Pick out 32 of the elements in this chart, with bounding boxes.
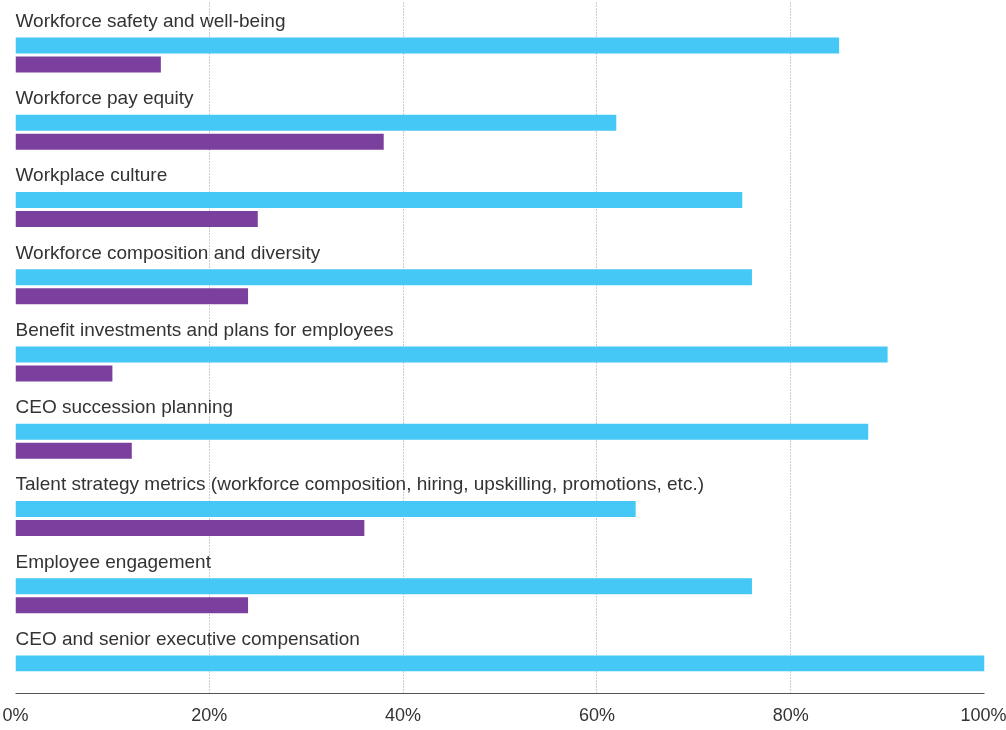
bar xyxy=(15,114,617,131)
bar xyxy=(15,37,840,54)
bar xyxy=(15,597,249,614)
y-tick-label: Workforce composition and diversity xyxy=(15,241,321,263)
bar xyxy=(15,500,636,517)
y-tick-label: CEO succession planning xyxy=(15,396,234,418)
x-tick-label: 20% xyxy=(191,704,228,725)
y-tick-label: Employee engagement xyxy=(15,550,212,572)
x-tick-label: 100% xyxy=(960,704,1006,725)
bar xyxy=(15,346,888,363)
x-tick-label: 0% xyxy=(2,704,29,725)
y-tick-label: Workforce pay equity xyxy=(15,87,195,109)
bar xyxy=(15,288,249,305)
bar xyxy=(15,210,258,227)
bar xyxy=(15,365,113,382)
bar xyxy=(15,442,132,459)
x-tick-label: 80% xyxy=(772,704,809,725)
bar xyxy=(15,519,365,536)
bar xyxy=(15,56,161,73)
y-tick-label: Workforce safety and well-being xyxy=(15,10,286,31)
bar xyxy=(15,423,869,440)
bar xyxy=(15,269,752,286)
x-tick-label: 60% xyxy=(578,704,615,725)
y-tick-label: Benefit investments and plans for employees xyxy=(15,318,394,340)
bar xyxy=(15,133,384,150)
y-tick-label: CEO and senior executive compensation xyxy=(15,627,360,649)
bar xyxy=(15,192,743,208)
bar xyxy=(15,655,985,672)
x-tick-label: 40% xyxy=(385,704,422,725)
bar xyxy=(15,578,752,595)
y-tick-label: Workplace culture xyxy=(15,164,168,186)
y-tick-label: Talent strategy metrics (workforce composition, hiring, upskilling, promotions, etc.) xyxy=(15,473,704,495)
